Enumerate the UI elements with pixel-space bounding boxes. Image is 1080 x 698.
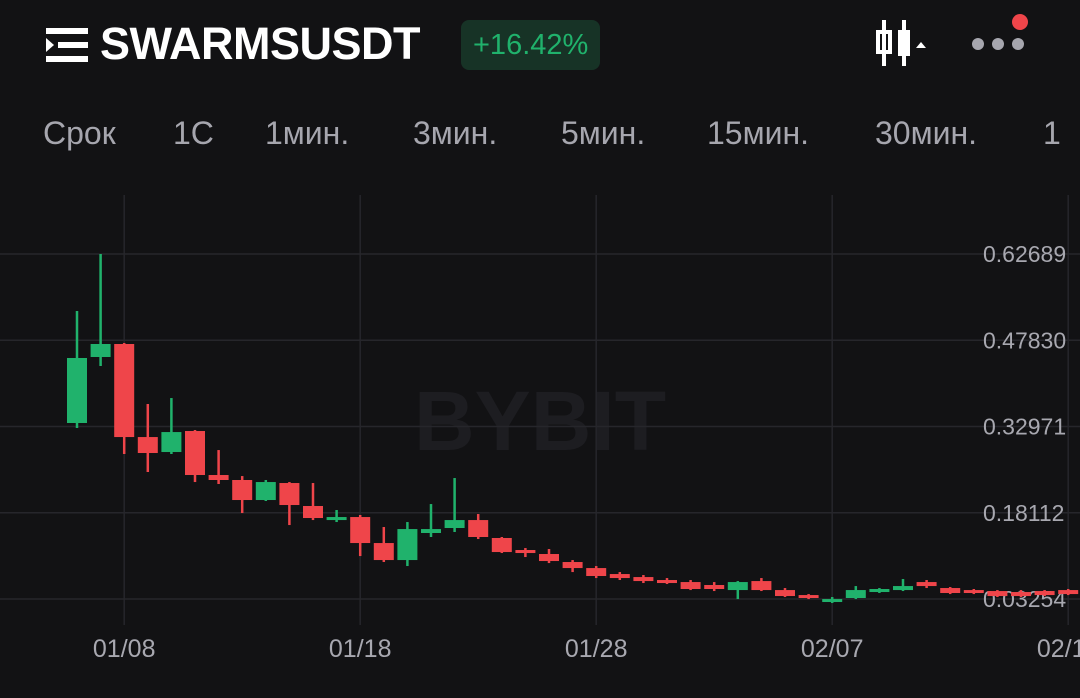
candle-body	[775, 590, 795, 597]
candle-body	[845, 590, 866, 599]
candle-body	[727, 582, 748, 591]
candle-body	[491, 537, 512, 553]
y-tick-label: 0.18112	[983, 500, 1064, 526]
more-icon[interactable]	[970, 12, 1030, 56]
candle-body	[421, 529, 441, 533]
candle-body	[1011, 592, 1031, 597]
symbol-title[interactable]: SWARMSUSDT	[100, 18, 421, 69]
x-tick-label: 02/07	[801, 635, 864, 663]
candle-body	[67, 357, 87, 424]
candle-body	[704, 585, 725, 590]
candle-body	[893, 586, 913, 591]
x-tick-label: 01/18	[329, 635, 392, 663]
candle-body	[963, 590, 984, 594]
timeframe-tab[interactable]: 3мин.	[413, 115, 498, 151]
y-tick-label: 0.03254	[983, 586, 1066, 612]
candle-body	[586, 568, 607, 577]
chart-type-icon[interactable]	[874, 18, 930, 70]
candle-body	[940, 588, 961, 594]
candle-body	[444, 520, 465, 529]
candle-body	[798, 595, 819, 599]
candle-body	[397, 529, 418, 561]
watermark: BYBIT	[414, 374, 666, 468]
candle-body	[562, 562, 583, 569]
timeframe-tab[interactable]: 1мин.	[265, 115, 350, 151]
candle-body	[1034, 591, 1055, 596]
change-badge: +16.42%	[461, 20, 601, 70]
x-tick-label: 02/17	[1037, 635, 1080, 663]
candle-body	[987, 591, 1008, 597]
candle-body	[869, 589, 890, 593]
candle-body	[539, 554, 559, 562]
candle-body	[161, 432, 182, 453]
candle-body	[515, 550, 536, 554]
menu-icon[interactable]	[46, 28, 88, 62]
candle-body	[680, 582, 701, 590]
candle-body	[822, 599, 843, 603]
candle-body	[185, 431, 205, 476]
candle-body	[279, 483, 300, 506]
x-tick-label: 01/08	[93, 635, 156, 663]
y-tick-label: 0.32971	[983, 414, 1066, 440]
candle-body	[916, 582, 937, 587]
candle-body	[468, 520, 489, 538]
candle-body	[633, 577, 654, 582]
candle-body	[326, 517, 347, 521]
x-tick-label: 01/28	[565, 635, 628, 663]
candle-body	[751, 581, 772, 591]
timeframe-tab[interactable]: 1С	[173, 115, 214, 151]
candle-body	[657, 580, 677, 584]
timeframe-tab[interactable]: 5мин.	[561, 115, 646, 151]
y-tick-label: 0.62689	[983, 241, 1066, 267]
candle-body	[350, 517, 371, 544]
timeframe-tab[interactable]: 30мин.	[875, 115, 978, 151]
candle-body	[232, 480, 253, 501]
candle-body	[609, 574, 630, 579]
timeframe-tab[interactable]: Срок	[43, 115, 116, 151]
candle-body	[255, 482, 276, 501]
candle-body	[137, 437, 158, 454]
candle-body	[303, 506, 323, 519]
timeframe-tab[interactable]: 15мин.	[707, 115, 810, 151]
candle-body	[208, 475, 229, 481]
candle-body	[90, 344, 111, 358]
candle-body	[373, 543, 394, 561]
y-tick-label: 0.47830	[983, 327, 1066, 353]
candle-body	[114, 344, 135, 438]
timeframe-tab[interactable]: 1	[1043, 115, 1061, 151]
candle-body	[1058, 590, 1079, 595]
